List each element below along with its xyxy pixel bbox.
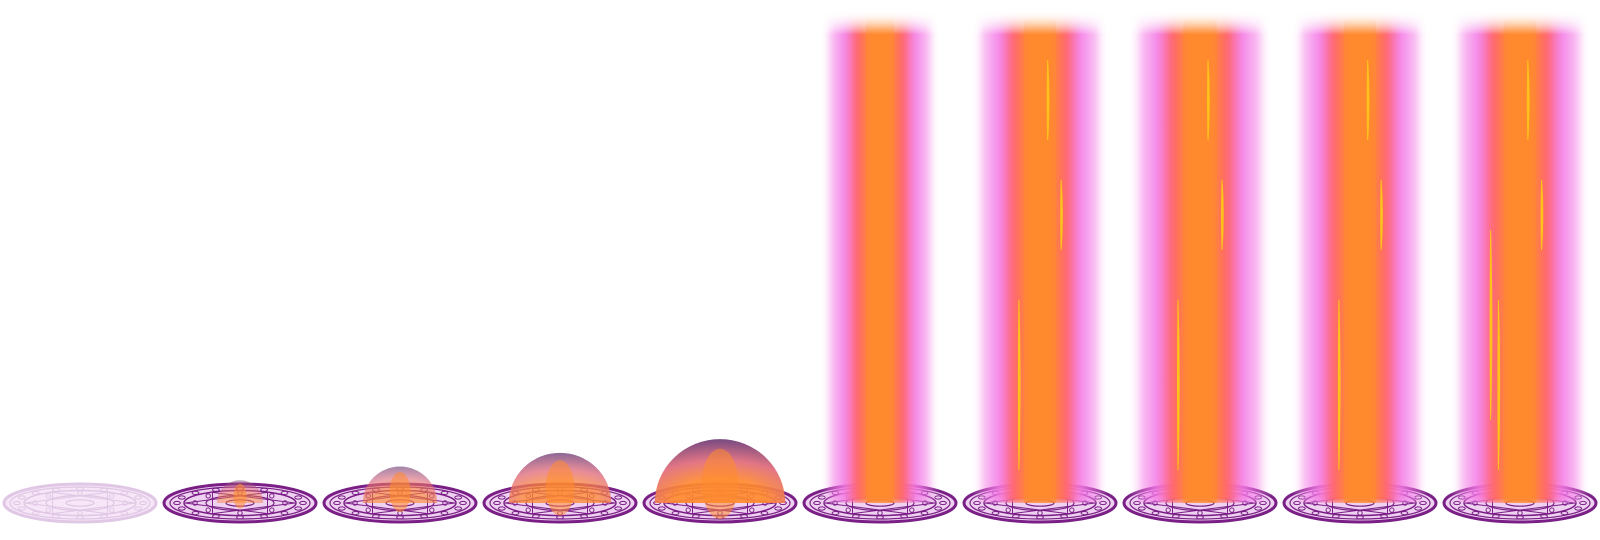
spark-streak	[1177, 299, 1180, 471]
sprite-frame-canvas	[2, 482, 158, 524]
energy-dome	[216, 480, 264, 509]
spark-streak	[1017, 299, 1021, 471]
sprite-frame-canvas	[642, 439, 798, 524]
spark-streak	[1337, 299, 1341, 471]
spark-streak	[1540, 179, 1544, 251]
spark-streak	[1380, 179, 1383, 251]
magic-circle	[2, 482, 158, 524]
sprite-frame-8	[1120, 0, 1280, 540]
sprite-frame-canvas	[962, 10, 1118, 524]
sprite-frame-9	[1280, 0, 1440, 540]
spark-streak	[1207, 59, 1210, 141]
energy-dome	[654, 439, 786, 519]
sprite-frame-2	[160, 0, 320, 540]
sprite-frame-1	[0, 0, 160, 540]
spark-streak	[1489, 229, 1493, 421]
sprite-frame-10	[1440, 0, 1600, 540]
sprite-frame-canvas	[1442, 10, 1598, 524]
energy-pillar	[1293, 10, 1427, 503]
sprite-frame-4	[480, 0, 640, 540]
sprite-frame-canvas	[482, 452, 638, 524]
energy-pillar	[1130, 10, 1270, 503]
spark-streak	[1221, 179, 1224, 251]
spark-streak	[1497, 299, 1501, 471]
spark-streak	[1366, 59, 1370, 141]
sprite-frame-canvas	[1122, 10, 1278, 524]
sprite-frame-canvas	[1282, 10, 1438, 524]
sprite-frame-6	[800, 0, 960, 540]
sprite-frame-canvas	[802, 10, 958, 524]
energy-dome	[508, 452, 612, 516]
sprite-frame-7	[960, 0, 1120, 540]
sprite-frame-canvas	[162, 480, 318, 524]
spark-streak	[1060, 179, 1063, 251]
spark-streak	[1526, 59, 1530, 141]
energy-dome	[362, 466, 438, 513]
energy-pillar	[1451, 10, 1589, 503]
sprite-frame-canvas	[322, 466, 478, 524]
energy-pillar	[973, 10, 1107, 503]
spark-streak	[1046, 59, 1050, 141]
energy-pillar	[822, 10, 938, 503]
sprite-frame-5	[640, 0, 800, 540]
sprite-frame-3	[320, 0, 480, 540]
